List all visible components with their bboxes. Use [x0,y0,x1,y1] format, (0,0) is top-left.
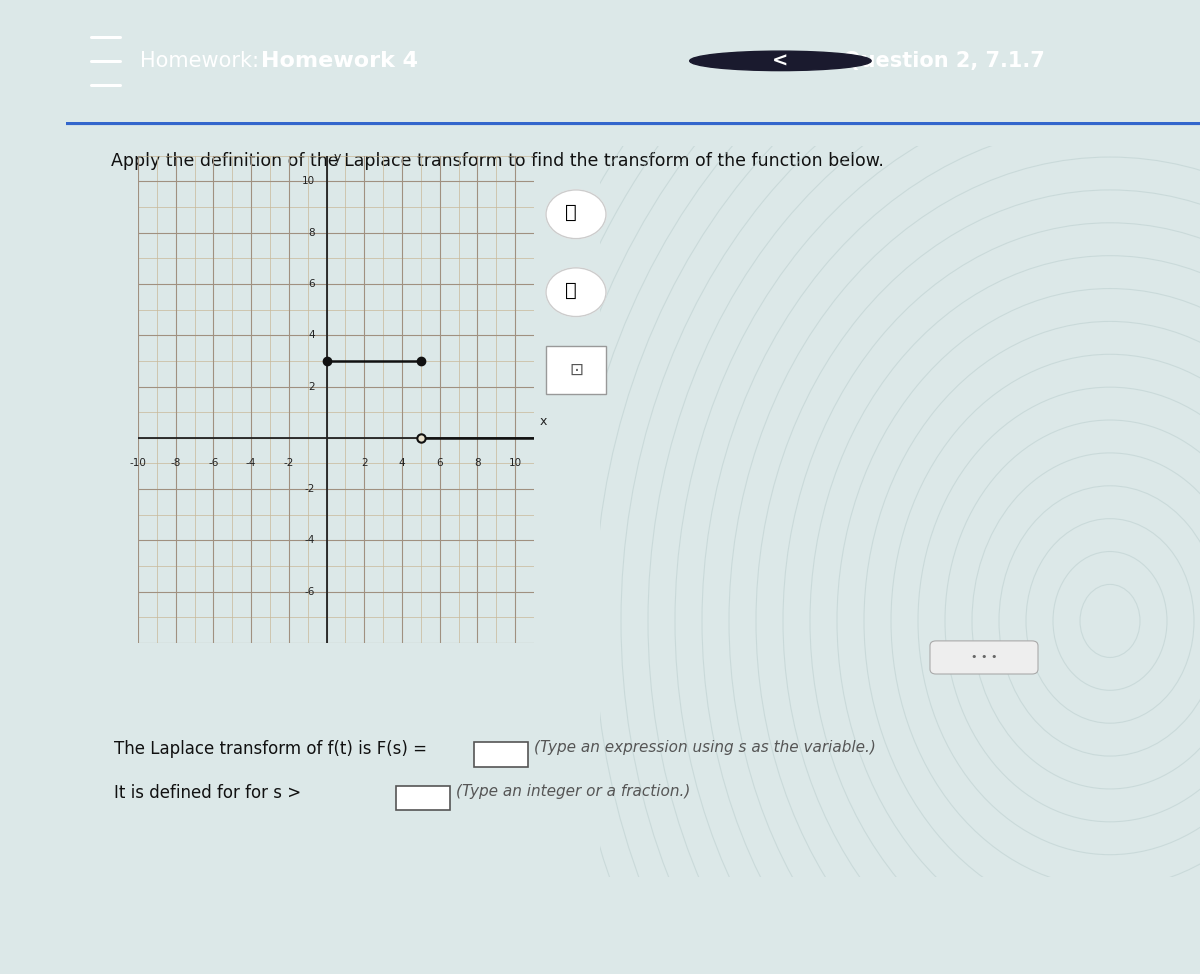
Text: 2: 2 [308,382,316,392]
Text: The Laplace transform of f(t) is F(s) =: The Laplace transform of f(t) is F(s) = [114,740,427,758]
Text: 10: 10 [302,176,316,186]
Text: (Type an expression using s as the variable.): (Type an expression using s as the varia… [534,740,876,755]
Text: <: < [773,52,788,70]
Text: 4: 4 [308,330,316,340]
Circle shape [690,51,871,71]
Text: -8: -8 [170,459,181,468]
Text: ⊡: ⊡ [569,361,583,379]
Text: Homework 4: Homework 4 [262,51,418,71]
Text: Question 2, 7.1.7: Question 2, 7.1.7 [842,51,1044,71]
Text: -6: -6 [305,586,316,597]
Text: y: y [334,151,341,164]
Text: 8: 8 [308,228,316,238]
Text: It is defined for for s >: It is defined for for s > [114,784,301,802]
Text: • • •: • • • [971,653,997,662]
Text: 8: 8 [474,459,481,468]
Text: 6: 6 [437,459,443,468]
Text: x: x [540,415,547,428]
Text: 🔍: 🔍 [565,281,577,300]
Text: Apply the definition of the Laplace transform to find the transform of the funct: Apply the definition of the Laplace tran… [112,152,884,169]
Text: (Type an integer or a fraction.): (Type an integer or a fraction.) [456,784,690,799]
Text: 4: 4 [398,459,406,468]
Text: -6: -6 [209,459,218,468]
Text: -10: -10 [130,459,146,468]
Text: Homework:: Homework: [139,51,272,71]
Text: -2: -2 [305,484,316,494]
Text: -2: -2 [283,459,294,468]
Text: 2: 2 [361,459,367,468]
Text: -4: -4 [246,459,257,468]
Text: 10: 10 [509,459,522,468]
Text: 6: 6 [308,279,316,289]
Text: 🔍: 🔍 [565,203,577,222]
Text: -4: -4 [305,536,316,545]
